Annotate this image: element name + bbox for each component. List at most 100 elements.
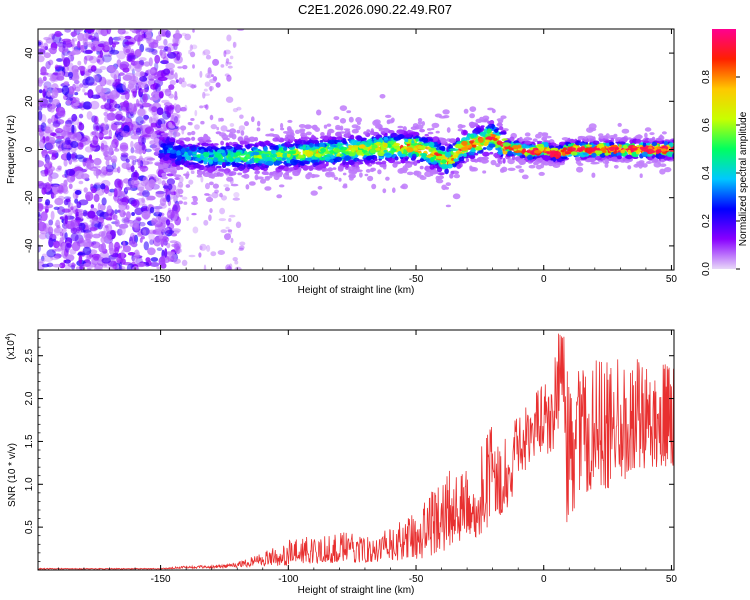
spectrogram-cell [51,88,59,99]
spectrogram-cell [473,159,479,163]
spectrogram-cell [239,245,245,250]
spectrogram-cell [215,165,222,169]
spectrogram-cell [273,153,277,158]
spectrogram-cell [286,152,291,158]
spectrogram-cell [367,175,374,182]
spectrogram-cell [212,157,219,163]
spectrogram-cell [122,245,132,253]
spectrogram-cell [191,136,196,141]
spectrogram-cell [55,66,65,72]
spectrogram-cell [627,137,632,140]
spectrogram-cell [309,142,314,148]
spectrogram-cell [122,81,127,91]
spectrogram-cell [313,162,320,166]
spectrogram-cell [277,165,285,170]
spectrogram-cell [220,229,228,234]
spectrogram-cell [292,172,300,177]
spectrogram-cell [239,241,246,246]
spectrogram-cell [126,111,135,119]
snr-y-tick-label: 2.5 [24,348,35,362]
spectrogram-cell [78,180,84,185]
spectrogram-cell [72,97,80,103]
spectrogram-cell [489,120,494,124]
spectrogram-cell [184,137,191,142]
spectrogram-cell [143,241,149,251]
spectrogram-cell [66,152,72,161]
spectrogram-cell [226,74,232,82]
spectrogram-cell [485,136,493,141]
spectrogram-cell [518,136,523,143]
spectrogram-cell [228,229,233,235]
spectrogram-cell [210,74,214,78]
spectrogram-cell [143,114,150,120]
spectrogram-cell [38,182,48,190]
spectrogram-cell [175,160,182,166]
spectrogram-cell [404,138,409,143]
spectrogram-cell [94,221,99,225]
colorbar-label: Normalized spectral amplitude [738,111,749,246]
spectrogram-cell [38,218,43,223]
spectrogram-cell [155,83,161,93]
spectrogram-cell [189,44,193,51]
spectrogram-cell [232,41,236,49]
spectrogram-cell [66,243,72,248]
spectrogram-cell [223,184,230,188]
spectrogram-cell [643,140,650,144]
spectrogram-cell [208,158,213,163]
spectrogram-cell [152,236,162,247]
spectrogram-cell [394,156,399,161]
spectrogram-cell [570,151,578,156]
spectrogram-cell [429,138,433,142]
spectrogram-cell [521,174,529,180]
spectrogram-cell [445,182,451,187]
spectrogram-cell [369,130,375,135]
snr-x-ticks: -150 -100 -50 0 50 [58,330,677,585]
spectrogram-cell [56,106,66,117]
spectrogram-cell [418,142,422,145]
spectrogram-cell [192,29,195,33]
spectrogram-x-tick-label: 50 [666,274,678,285]
spectrogram-cell [176,184,183,189]
spectrogram-cell [337,165,344,171]
spectrogram-cell [46,123,54,134]
spectrogram-cell [53,228,61,236]
spectrogram-cell [169,149,177,154]
spectrogram-cell [319,142,325,149]
spectrogram-cell [232,108,238,113]
spectrogram-cell [151,48,158,56]
spectrogram-cell [48,174,53,183]
spectrogram-cell [326,153,334,157]
spectrogram-cell [253,144,258,148]
spectrogram-cell [150,117,157,122]
spectrogram-cell [55,135,65,140]
spectrogram-cell [38,261,45,270]
spectrogram-cell [168,253,178,260]
spectrogram-cell [354,169,363,173]
spectrogram-cell [555,162,562,166]
spectrogram-cell [453,158,459,162]
spectrogram-cell [54,248,64,252]
spectrogram-cell [109,99,118,109]
spectrogram-cell [134,148,144,154]
spectrogram-cell [82,246,92,256]
spectrogram-cell [204,81,211,87]
spectrogram-cell [527,154,533,161]
spectrogram-cell [114,247,120,254]
spectrogram-cell [160,60,169,65]
spectrogram-cell [220,64,225,68]
spectrogram-cell [294,129,301,134]
spectrogram-cell [156,266,161,270]
spectrogram-cell [229,55,234,60]
spectrogram-cell [56,58,63,62]
spectrogram-cell [124,91,130,100]
spectrogram-cell [543,141,549,148]
spectrogram-cell [224,187,230,192]
spectrogram-cell [65,168,76,176]
spectrogram-cell [98,124,104,133]
spectrogram-cell [147,174,157,179]
spectrogram-cell [191,44,198,50]
spectrogram-cell [158,203,167,209]
spectrogram-cell [376,141,381,145]
spectrogram-cell [141,206,149,212]
spectrogram-cell [535,157,543,162]
